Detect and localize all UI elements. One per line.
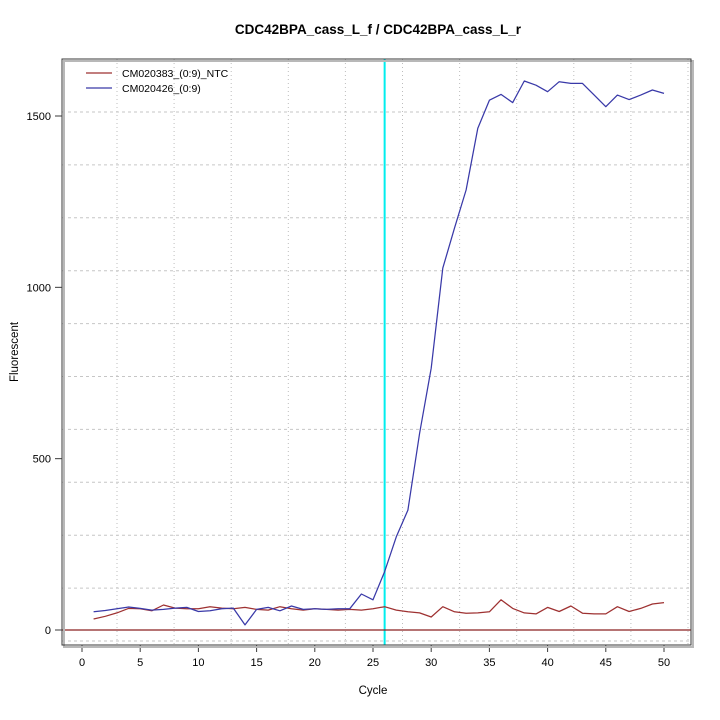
series-line-1 [93, 80, 665, 626]
x-tick-label: 20 [309, 657, 321, 669]
y-tick-label: 0 [45, 625, 51, 637]
y-tick-label: 500 [33, 454, 51, 466]
series-lines-group [93, 80, 665, 626]
x-tick-label: 45 [600, 657, 612, 669]
series-line-0 [93, 599, 665, 620]
x-tick-label: 35 [483, 657, 495, 669]
chart-title: CDC42BPA_cass_L_f / CDC42BPA_cass_L_r [235, 22, 522, 37]
plot-border-shadow [63, 60, 694, 648]
legend: CM020383_(0:9)_NTC CM020426_(0:9) [86, 68, 229, 95]
x-tick-label: 25 [367, 657, 379, 669]
x-tick-label: 10 [192, 657, 204, 669]
y-axis-label: Fluorescent [9, 321, 21, 382]
threshold-lines-group [62, 59, 691, 645]
x-tick-label: 50 [658, 657, 670, 669]
legend-label-sample: CM020426_(0:9) [122, 83, 201, 95]
x-tick-label: 15 [250, 657, 262, 669]
gridlines-group [62, 59, 691, 645]
x-tick-label: 0 [79, 657, 85, 669]
plot-border [61, 58, 692, 646]
x-tick-label: 40 [541, 657, 553, 669]
x-tick-label: 5 [137, 657, 143, 669]
y-tick-label: 1000 [27, 282, 51, 294]
legend-label-ntc: CM020383_(0:9)_NTC [122, 68, 229, 80]
y-tick-label: 1500 [27, 111, 51, 123]
x-axis-label: Cycle [359, 685, 388, 697]
x-tick-label: 30 [425, 657, 437, 669]
